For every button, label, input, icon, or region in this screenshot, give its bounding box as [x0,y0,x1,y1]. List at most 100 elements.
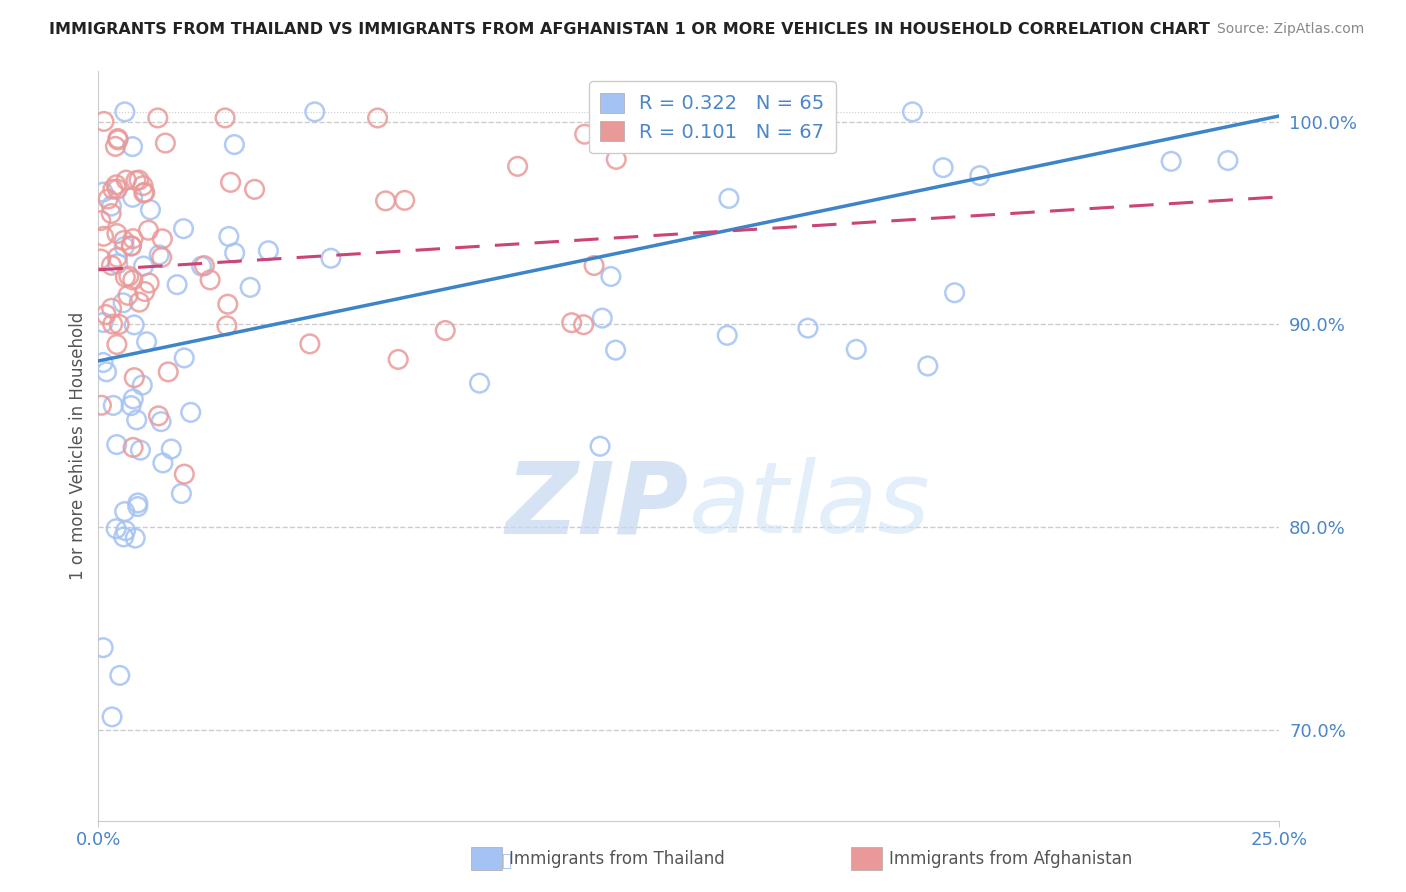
Point [90,252,112,266]
Point [394,194,416,208]
Point [150,232,173,246]
Point [218,229,240,244]
Point [139,202,162,217]
Point [114,104,136,119]
Point [132,178,155,193]
Point [150,251,173,265]
Point [138,223,160,237]
Point [146,111,169,125]
Point [122,392,145,406]
Point [583,259,606,273]
Point [100,199,122,213]
Point [932,161,955,175]
Point [591,311,613,326]
Point [134,285,156,299]
Point [239,280,262,294]
Point [716,328,738,343]
Point [135,334,157,349]
Text: Immigrants from Afghanistan: Immigrants from Afghanistan [889,850,1132,868]
Point [104,139,127,153]
Point [105,178,128,192]
Point [128,173,150,187]
Point [105,182,128,196]
Y-axis label: 1 or more Vehicles in Household: 1 or more Vehicles in Household [69,312,87,580]
Point [107,257,129,271]
Point [112,240,135,254]
Point [605,153,627,167]
Legend: R = 0.322   N = 65, R = 0.101   N = 67: R = 0.322 N = 65, R = 0.101 N = 67 [589,81,837,153]
Point [561,316,583,330]
Point [506,159,529,173]
Point [93,229,115,244]
Point [120,239,142,253]
Point [91,185,114,199]
Point [434,324,457,338]
Text: Immigrants from Thailand: Immigrants from Thailand [509,850,724,868]
Point [198,273,221,287]
Point [91,316,114,330]
Point [101,317,124,331]
Point [105,251,128,265]
Point [105,522,128,536]
Point [215,318,238,333]
Point [173,351,195,365]
Text: ZIP: ZIP [506,458,689,555]
Point [108,668,131,682]
Point [969,169,991,183]
Point [468,376,491,391]
Point [118,269,141,284]
Point [298,337,321,351]
Point [114,524,136,538]
Point [122,232,145,246]
Point [943,285,966,300]
Point [125,413,148,427]
Text: IMMIGRANTS FROM THAILAND VS IMMIGRANTS FROM AFGHANISTAN 1 OR MORE VEHICLES IN HO: IMMIGRANTS FROM THAILAND VS IMMIGRANTS F… [49,22,1211,37]
Point [94,308,117,322]
Point [190,259,212,273]
Point [91,355,114,369]
Point [173,221,195,235]
Point [127,500,149,514]
Point [117,288,139,302]
Point [155,136,177,150]
Point [91,640,114,655]
Point [605,343,627,357]
Point [112,295,135,310]
Point [917,359,939,373]
Point [120,239,142,253]
Point [148,248,170,262]
Point [134,186,156,200]
Point [224,246,246,260]
Text: ⬜: ⬜ [501,852,512,870]
Text: Source: ZipAtlas.com: Source: ZipAtlas.com [1216,22,1364,37]
Point [107,131,129,145]
Point [572,318,595,332]
Point [127,496,149,510]
Point [108,318,131,332]
Point [132,186,155,200]
Point [100,301,122,316]
Point [112,530,135,544]
Point [128,295,150,310]
Text: atlas: atlas [689,458,931,555]
Point [105,337,128,351]
Point [112,234,135,248]
Point [148,409,170,423]
Point [387,352,409,367]
Point [193,259,215,273]
Point [96,365,118,379]
Point [107,133,129,147]
Point [121,190,143,204]
Point [1216,153,1239,168]
Point [103,399,125,413]
Point [122,441,145,455]
Point [131,378,153,392]
Point [1160,154,1182,169]
Point [166,277,188,292]
Point [374,194,396,208]
Point [114,270,136,285]
Point [132,259,155,273]
Point [138,276,160,290]
Point [574,127,596,141]
Point [101,710,124,724]
